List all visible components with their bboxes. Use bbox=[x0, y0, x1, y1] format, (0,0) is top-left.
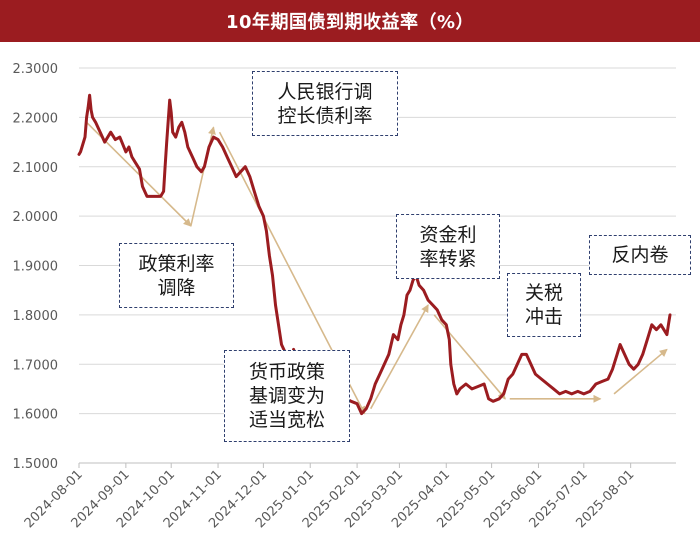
annotation-line: 控长债利率 bbox=[277, 104, 373, 127]
y-axis-tick-labels: 1.5000 1.6000 1.7000 1.8000 1.9000 2.0000 2.10… bbox=[13, 62, 59, 472]
y-tick-label: 1.9000 bbox=[13, 260, 59, 275]
annotation-line: 货币政策 bbox=[248, 361, 325, 383]
y-tick-label: 1.6000 bbox=[13, 408, 59, 423]
y-tick-label: 1.7000 bbox=[13, 358, 59, 373]
trend-arrow bbox=[369, 304, 429, 410]
annotation-monetary-policy-easing: 货币政策 基调变为 适当宽松 bbox=[224, 350, 350, 442]
annotation-line: 冲击 bbox=[524, 306, 563, 328]
y-tick-label: 1.8000 bbox=[13, 309, 59, 324]
annotation-line: 反内卷 bbox=[611, 244, 669, 266]
annotation-line: 关税 bbox=[524, 282, 563, 304]
annotation-funding-tightening: 资金利 率转紧 bbox=[396, 214, 500, 279]
annotation-policy-rate-cut: 政策利率 调降 bbox=[119, 243, 234, 308]
chart-title-bar: 10年期国债到期收益率（%） bbox=[0, 0, 700, 42]
annotation-pboc-long-bond: 人民银行调 控长债利率 bbox=[252, 71, 398, 136]
chart-title: 10年期国债到期收益率（%） bbox=[225, 12, 475, 33]
annotation-anti-involution: 反内卷 bbox=[589, 235, 691, 275]
y-tick-label: 2.3000 bbox=[13, 62, 59, 77]
y-tick-label: 2.2000 bbox=[13, 111, 59, 126]
annotation-line: 资金利 bbox=[419, 223, 477, 246]
annotation-line: 适当宽松 bbox=[248, 409, 325, 431]
trend-arrow bbox=[613, 348, 668, 395]
y-tick-label: 2.1000 bbox=[13, 161, 59, 176]
annotation-line: 率转紧 bbox=[419, 247, 477, 270]
y-tick-label: 1.5000 bbox=[13, 457, 59, 472]
annotation-line: 基调变为 bbox=[248, 385, 325, 407]
yield-line-chart: 1.5000 1.6000 1.7000 1.8000 1.9000 2.0000 2.10… bbox=[13, 62, 676, 531]
grid-layer bbox=[78, 67, 676, 468]
annotation-tariff-shock: 关税 冲击 bbox=[507, 273, 581, 337]
y-tick-label: 2.0000 bbox=[13, 210, 59, 225]
x-axis-tick-labels: 2024-08-012024-09-012024-10-012024-11-01… bbox=[22, 467, 638, 531]
annotation-line: 调降 bbox=[157, 276, 196, 299]
annotation-line: 人民银行调 bbox=[277, 80, 373, 103]
annotation-line: 政策利率 bbox=[138, 252, 215, 275]
